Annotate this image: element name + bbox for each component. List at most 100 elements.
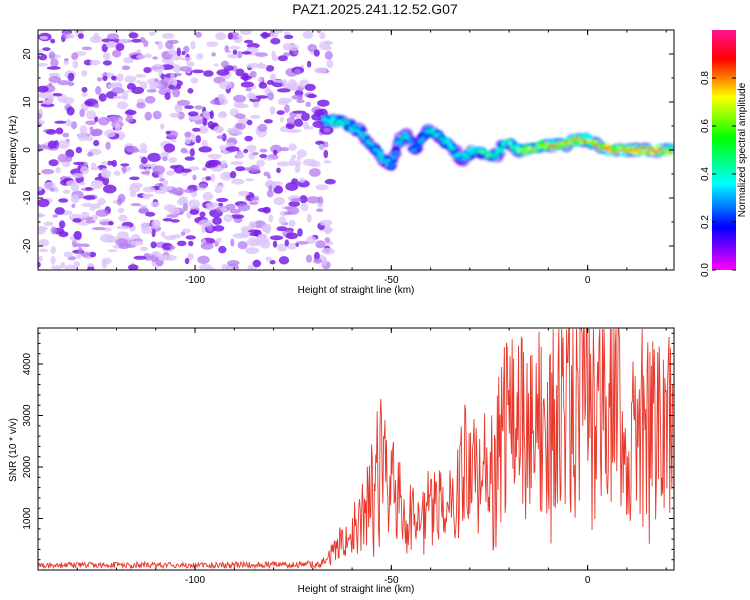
noise-blob (93, 139, 100, 147)
noise-blob (276, 226, 288, 232)
noise-blob (139, 163, 145, 170)
noise-blob (248, 221, 257, 228)
noise-blob (220, 60, 229, 68)
noise-blob (129, 190, 137, 198)
noise-blob (115, 238, 128, 247)
noise-blob (136, 54, 147, 60)
noise-blob (323, 141, 329, 148)
noise-blob (116, 225, 131, 230)
track-cell (408, 139, 414, 144)
noise-blob (226, 127, 240, 134)
noise-blob (57, 80, 71, 86)
noise-blob (130, 240, 144, 246)
noise-blob (46, 66, 61, 70)
noise-blob (207, 153, 222, 160)
noise-blob (287, 242, 297, 250)
noise-blob (105, 141, 111, 150)
noise-blob (194, 105, 203, 110)
noise-blob (180, 147, 188, 154)
noise-blob (199, 263, 212, 270)
track-cell (403, 136, 406, 139)
noise-blob (105, 41, 116, 48)
colorbar-tick-label: 0.6 (700, 119, 711, 133)
noise-blob (157, 41, 163, 50)
noise-blob (236, 150, 245, 159)
noise-blob (266, 80, 274, 85)
track-cell (515, 149, 519, 152)
noise-blob (255, 52, 268, 57)
noise-blob (283, 211, 293, 216)
noise-blob (180, 57, 193, 61)
track-cell (389, 156, 399, 164)
noise-blob (144, 111, 152, 121)
noise-blob (90, 179, 104, 189)
noise-blob (38, 255, 43, 262)
noise-blob (139, 204, 148, 209)
noise-blob (217, 127, 224, 134)
noise-blob (257, 207, 270, 213)
noise-blob (202, 167, 207, 171)
track-cell (627, 149, 631, 152)
noise-blob (184, 131, 192, 138)
colorbar-gradient (712, 30, 736, 270)
noise-blob (249, 164, 260, 173)
track-cell (619, 152, 622, 155)
noise-blob (316, 208, 324, 212)
noise-blob (75, 146, 83, 154)
noise-blob (276, 161, 291, 167)
noise-blob (82, 195, 96, 200)
noise-blob (170, 219, 180, 223)
noise-blob (160, 123, 165, 130)
y-tick-label: 10 (22, 96, 33, 108)
noise-blob (58, 198, 69, 203)
noise-blob (272, 240, 278, 248)
noise-blob (102, 176, 110, 186)
track-cell (621, 148, 624, 152)
noise-blob (201, 177, 207, 181)
noise-blob (98, 93, 107, 102)
noise-blob (54, 120, 67, 124)
track-cell (569, 144, 573, 147)
noise-blob (118, 38, 129, 44)
noise-blob (231, 178, 245, 185)
track-cell (355, 130, 359, 133)
noise-blob (264, 86, 271, 93)
noise-blob (136, 80, 142, 84)
noise-blob (310, 160, 321, 168)
noise-blob (163, 254, 177, 261)
noise-blob (167, 49, 177, 55)
noise-blob (172, 64, 182, 73)
noise-blob (73, 161, 85, 166)
noise-blob (85, 120, 97, 126)
x-tick-label: 0 (585, 575, 591, 586)
noise-blob (162, 179, 169, 187)
track-cell (323, 116, 326, 119)
noise-blob (95, 85, 102, 95)
track-cell (409, 144, 413, 147)
noise-blob (246, 237, 260, 247)
noise-blob (269, 260, 276, 265)
track-cell (452, 147, 456, 151)
noise-blob (67, 81, 75, 87)
noise-blob (191, 133, 197, 143)
noise-blob (50, 265, 62, 270)
noise-blob (38, 143, 42, 153)
noise-blob (162, 218, 173, 222)
noise-blob (74, 243, 83, 248)
track-cell (420, 137, 424, 141)
noise-blob (108, 221, 114, 226)
track-cell (362, 137, 365, 140)
noise-blob (140, 156, 148, 165)
track-cell (491, 154, 495, 157)
noise-blob (230, 161, 244, 166)
track-cell (366, 139, 370, 142)
track-cell (461, 158, 465, 161)
track-cell (467, 155, 471, 158)
noise-blob (133, 255, 147, 260)
noise-blob (63, 251, 73, 258)
track-cell (418, 141, 421, 144)
noise-blob (72, 60, 79, 69)
track-cell (394, 151, 398, 154)
noise-blob (138, 207, 149, 214)
spectrogram-signal-track (318, 113, 674, 171)
